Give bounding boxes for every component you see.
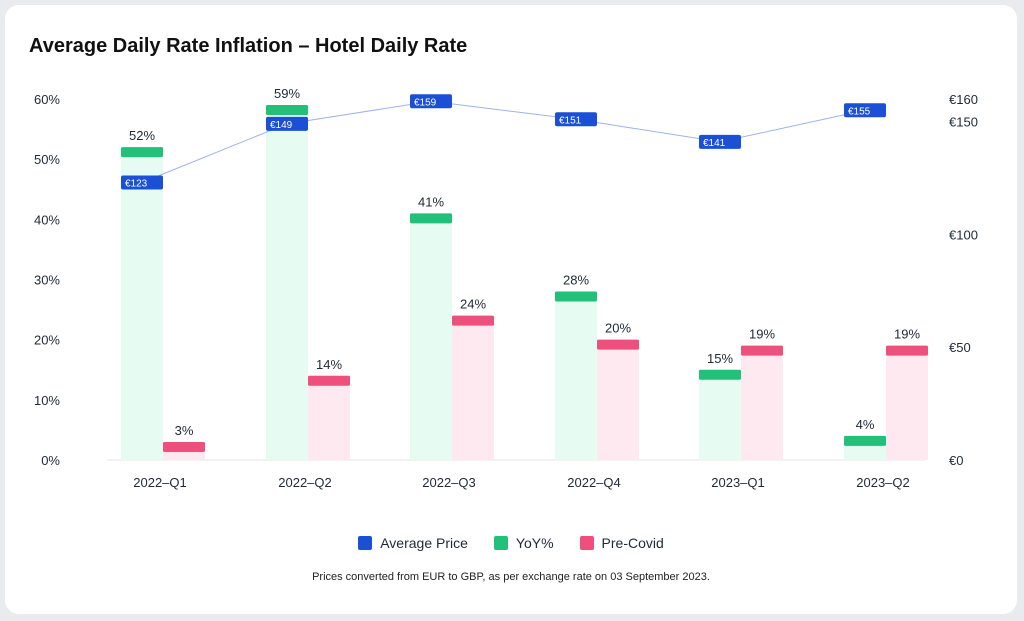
yoy-bar-cap bbox=[266, 105, 308, 116]
y-right-tick-label: €50 bbox=[949, 340, 971, 355]
yoy-data-label: 15% bbox=[707, 351, 733, 366]
x-tick-label: 2022–Q4 bbox=[567, 475, 621, 490]
average-price-data-label: €151 bbox=[559, 115, 582, 126]
chart-svg: 0% 10% 20% 30% 40% 50% 60% €0 €50 €100 €150 €160 202… bbox=[34, 86, 978, 490]
legend-item-pre-covid[interactable]: Pre-Covid bbox=[579, 535, 664, 551]
pre-covid-bar bbox=[597, 339, 639, 460]
yoy-bar-cap bbox=[121, 147, 163, 158]
data-labels-group: 52% 3% 59% 14% 41% 24% 28% 20% 15% 19% 4% 19% bbox=[129, 86, 920, 438]
legend-label-yoy: YoY% bbox=[515, 535, 554, 551]
y-left-tick-label: 50% bbox=[34, 152, 60, 167]
yoy-data-label: 4% bbox=[856, 417, 875, 432]
yoy-bar-cap bbox=[410, 213, 452, 224]
yoy-bar-cap bbox=[555, 291, 597, 302]
y-right-tick-label: €150 bbox=[949, 115, 978, 130]
legend-item-yoy[interactable]: YoY% bbox=[493, 535, 554, 551]
y-left-tick-label: 30% bbox=[34, 273, 60, 288]
x-tick-label: 2022–Q1 bbox=[133, 475, 187, 490]
bars-group bbox=[121, 105, 928, 461]
average-price-data-label: €141 bbox=[703, 138, 726, 149]
pre-covid-bar-cap bbox=[308, 375, 350, 386]
average-price-data-label: €159 bbox=[414, 97, 437, 108]
average-price-data-label: €149 bbox=[270, 120, 293, 131]
legend: Average Price YoY% Pre-Covid bbox=[5, 535, 1017, 551]
y-right-tick-label: €100 bbox=[949, 227, 978, 242]
pre-covid-bar-cap bbox=[597, 339, 639, 350]
legend-swatch-average-price bbox=[358, 536, 373, 550]
x-tick-label: 2023–Q2 bbox=[856, 475, 910, 490]
yoy-bar-cap bbox=[699, 369, 741, 380]
average-price-data-label: €123 bbox=[125, 178, 148, 189]
average-price-marker bbox=[555, 112, 597, 127]
pre-covid-bar bbox=[452, 315, 494, 460]
average-price-line bbox=[141, 100, 866, 183]
yoy-bar bbox=[699, 369, 741, 460]
legend-swatch-yoy bbox=[493, 536, 508, 550]
axes-group: 0% 10% 20% 30% 40% 50% 60% €0 €50 €100 €150 €160 202… bbox=[34, 92, 978, 490]
average-price-marker bbox=[121, 175, 163, 190]
x-tick-label: 2022–Q3 bbox=[422, 475, 476, 490]
pre-covid-bar bbox=[741, 345, 783, 460]
average-price-marker bbox=[266, 116, 308, 131]
average-price-marker bbox=[699, 134, 741, 149]
legend-label-average-price: Average Price bbox=[380, 535, 468, 551]
pre-covid-bar-cap bbox=[741, 345, 783, 356]
yoy-bar bbox=[121, 147, 163, 460]
x-tick-label: 2022–Q2 bbox=[278, 475, 332, 490]
y-right-tick-label: €0 bbox=[949, 453, 963, 468]
pre-covid-bar-cap bbox=[886, 345, 928, 356]
yoy-bar bbox=[266, 105, 308, 461]
y-left-tick-label: 0% bbox=[41, 453, 60, 468]
price-line-group: €123 €149 €159 €151 €141 €155 bbox=[121, 94, 886, 190]
y-right-tick-label: €160 bbox=[949, 92, 978, 107]
yoy-data-label: 28% bbox=[563, 273, 589, 288]
pre-covid-data-label: 3% bbox=[175, 423, 194, 438]
yoy-data-label: 52% bbox=[129, 128, 155, 143]
pre-covid-bar-cap bbox=[452, 315, 494, 326]
average-price-marker bbox=[844, 103, 886, 118]
yoy-bar bbox=[555, 291, 597, 460]
pre-covid-bar-cap bbox=[163, 441, 205, 452]
pre-covid-data-label: 19% bbox=[894, 327, 920, 342]
legend-label-pre-covid: Pre-Covid bbox=[601, 535, 664, 551]
legend-swatch-pre-covid bbox=[579, 536, 594, 550]
yoy-data-label: 41% bbox=[418, 194, 444, 209]
y-left-tick-label: 10% bbox=[34, 393, 60, 408]
x-tick-label: 2023–Q1 bbox=[711, 475, 765, 490]
legend-item-average-price[interactable]: Average Price bbox=[358, 535, 468, 551]
average-price-data-label: €155 bbox=[848, 106, 871, 117]
y-left-tick-label: 60% bbox=[34, 92, 60, 107]
pre-covid-bar bbox=[886, 345, 928, 460]
pre-covid-data-label: 20% bbox=[605, 321, 631, 336]
y-left-tick-label: 40% bbox=[34, 212, 60, 227]
pre-covid-data-label: 19% bbox=[749, 327, 775, 342]
yoy-bar bbox=[410, 213, 452, 460]
chart-card: Average Daily Rate Inflation – Hotel Dai… bbox=[5, 5, 1017, 614]
yoy-bar-cap bbox=[844, 435, 886, 446]
pre-covid-bar bbox=[308, 375, 350, 460]
pre-covid-data-label: 24% bbox=[460, 297, 486, 312]
y-left-tick-label: 20% bbox=[34, 333, 60, 348]
chart-title: Average Daily Rate Inflation – Hotel Dai… bbox=[29, 35, 468, 57]
pre-covid-data-label: 14% bbox=[316, 357, 342, 372]
average-price-marker bbox=[410, 94, 452, 109]
footnote: Prices converted from EUR to GBP, as per… bbox=[312, 571, 710, 583]
yoy-data-label: 59% bbox=[274, 86, 300, 101]
